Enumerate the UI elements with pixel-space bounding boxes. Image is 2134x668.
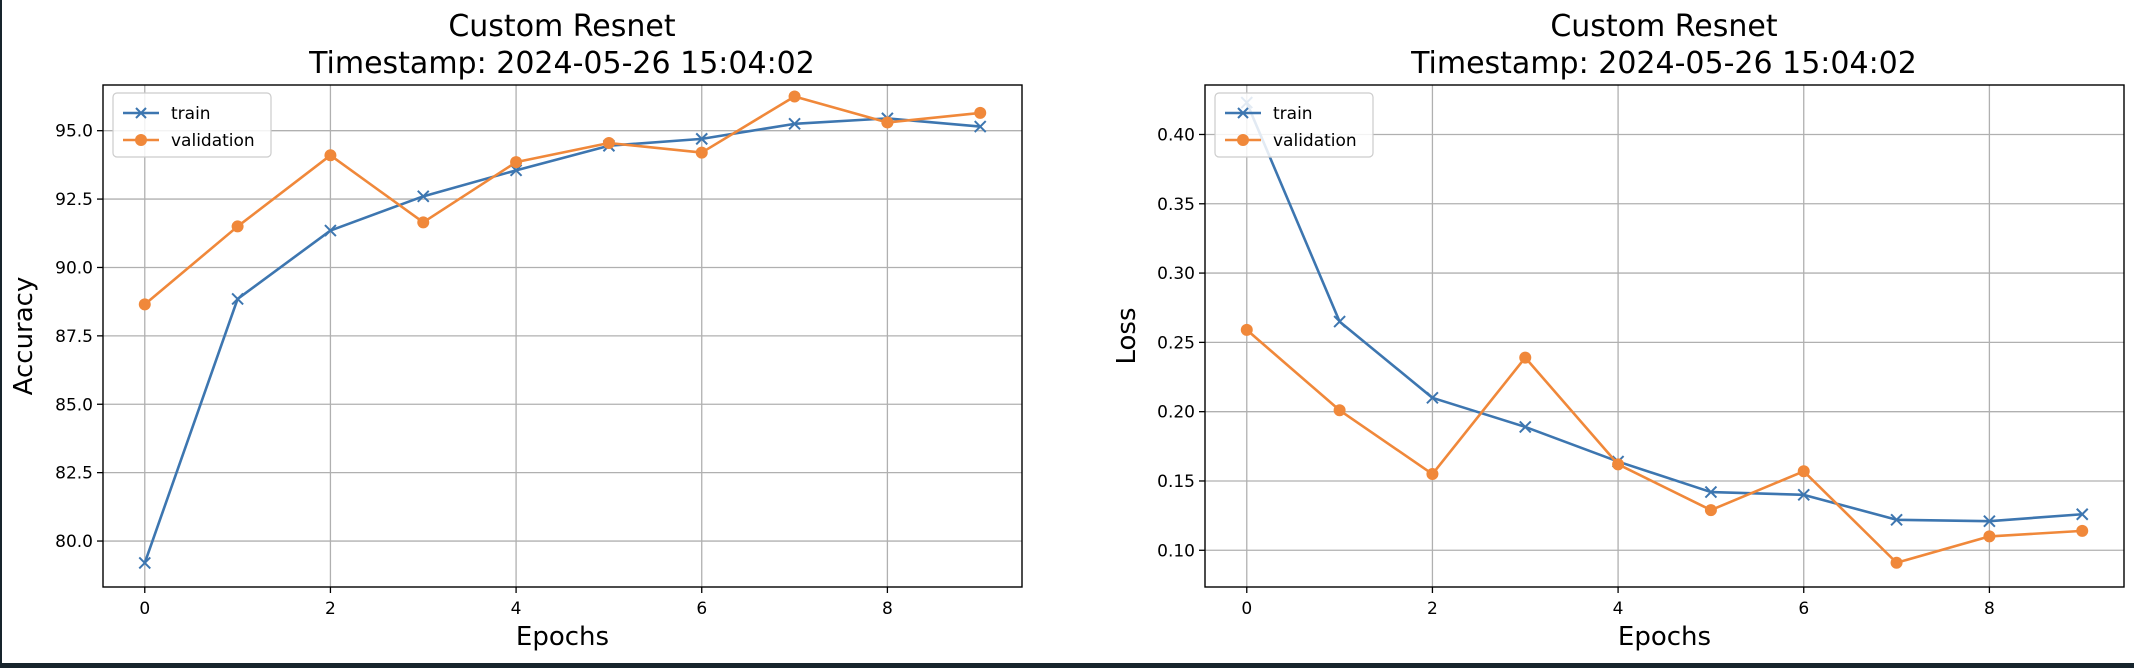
data-point-validation <box>602 136 615 149</box>
data-point-train <box>1333 315 1346 328</box>
y-tick-label: 0.25 <box>1157 333 1195 353</box>
x-tick-label: 6 <box>696 599 707 619</box>
series-validation <box>138 90 987 311</box>
x-tick-label: 4 <box>1613 599 1624 619</box>
data-point-validation <box>788 90 801 103</box>
legend: train validation <box>112 92 272 158</box>
y-tick-label: 87.5 <box>55 327 93 347</box>
y-axis-label: Accuracy <box>9 277 39 396</box>
chart-panel-2: 0 2 4 6 8 0.10 0.15 0.20 0.25 0.30 0.35 0.40 Custom … <box>1112 9 2125 652</box>
data-point-validation <box>1519 351 1532 364</box>
data-point-validation <box>231 220 244 233</box>
legend-marker-train <box>135 107 147 119</box>
data-point-validation <box>1890 556 1903 569</box>
data-point-validation <box>1612 458 1625 471</box>
data-point-validation <box>510 156 523 169</box>
chart-subtitle: Timestamp: 2024-05-26 15:04:02 <box>308 46 815 81</box>
x-tick-label: 0 <box>139 599 150 619</box>
legend-label-train: train <box>1273 104 1313 124</box>
data-point-train <box>417 190 430 203</box>
series-train <box>1240 96 2089 528</box>
y-tick-label: 0.35 <box>1157 195 1195 215</box>
series-line-validation <box>1245 328 2083 565</box>
y-tick-label: 90.0 <box>55 258 93 278</box>
data-point-validation <box>2076 524 2089 537</box>
series-line-train <box>143 117 981 564</box>
x-tick-label: 4 <box>511 599 522 619</box>
y-axis-label: Loss <box>1112 307 1142 364</box>
data-point-train <box>1519 420 1532 434</box>
data-point-train <box>2076 508 2089 521</box>
data-point-validation <box>1983 530 1996 543</box>
x-tick-label: 0 <box>1241 599 1252 619</box>
legend-label-validation: validation <box>1273 131 1357 151</box>
x-tick-label: 8 <box>882 599 893 619</box>
data-point-train <box>974 120 987 133</box>
y-tick-label: 0.20 <box>1157 403 1195 423</box>
y-tick-label: 82.5 <box>55 464 93 484</box>
y-tick-label: 0.30 <box>1157 264 1195 284</box>
data-point-validation <box>417 216 430 229</box>
y-tick-label: 0.40 <box>1157 125 1195 145</box>
data-point-validation <box>881 116 894 129</box>
y-tick-label: 80.0 <box>55 532 93 552</box>
data-point-train <box>1983 514 1996 528</box>
data-point-train <box>1704 485 1718 499</box>
series-line-validation <box>143 95 981 306</box>
chart-title: Custom Resnet <box>448 9 676 44</box>
data-point-validation <box>1426 468 1439 481</box>
x-tick-label: 6 <box>1798 599 1809 619</box>
data-point-validation <box>974 106 987 119</box>
data-point-validation <box>324 149 337 162</box>
data-point-train <box>1426 391 1439 405</box>
data-point-train <box>788 117 801 131</box>
data-point-validation <box>138 298 151 311</box>
data-point-validation <box>695 146 708 159</box>
chart-title: Custom Resnet <box>1550 9 1778 44</box>
series-validation <box>1240 323 2089 569</box>
y-tick-label: 0.10 <box>1157 541 1195 561</box>
x-tick-label: 8 <box>1984 599 1995 619</box>
legend-marker-validation <box>135 134 147 146</box>
y-tick-label: 85.0 <box>55 395 93 415</box>
data-point-validation <box>1333 404 1346 417</box>
y-tick-label: 95.0 <box>55 122 93 142</box>
legend: train validation <box>1214 92 1374 158</box>
data-point-train <box>695 132 708 146</box>
chart-subtitle: Timestamp: 2024-05-26 15:04:02 <box>1410 46 1917 81</box>
data-point-train <box>324 224 337 237</box>
data-point-train <box>231 292 244 306</box>
legend-label-train: train <box>171 104 211 124</box>
chart-panel-1: 0 2 4 6 8 80.0 82.5 85.0 87.5 90.0 92.5 95.0 Custom … <box>9 9 1023 652</box>
x-tick-label: 2 <box>1427 599 1438 619</box>
data-point-validation <box>1240 323 1253 336</box>
data-point-train <box>1797 488 1810 502</box>
legend-marker-validation <box>1237 134 1249 146</box>
plot-frame <box>1204 84 2125 588</box>
x-tick-label: 2 <box>325 599 336 619</box>
legend-marker-train <box>1237 107 1249 119</box>
data-point-validation <box>1797 465 1810 478</box>
x-axis-label: Epochs <box>1618 622 1711 652</box>
data-point-train <box>1890 513 1903 526</box>
series-train <box>138 112 987 570</box>
x-axis-label: Epochs <box>516 622 609 652</box>
data-point-train <box>138 556 151 570</box>
y-tick-label: 92.5 <box>55 190 93 210</box>
series-line-train <box>1245 102 2083 523</box>
data-point-validation <box>1704 504 1717 517</box>
y-tick-label: 0.15 <box>1157 472 1195 492</box>
legend-label-validation: validation <box>171 131 255 151</box>
